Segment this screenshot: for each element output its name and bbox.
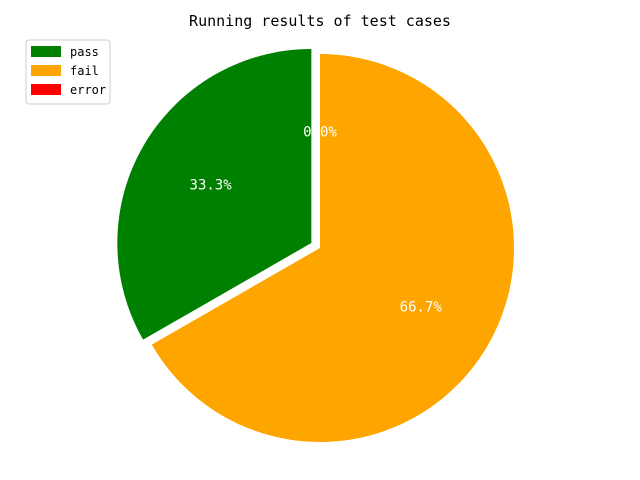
legend: pass fail error: [25, 39, 111, 105]
legend-label-error: error: [70, 83, 106, 97]
legend-label-fail: fail: [70, 64, 99, 78]
pie-slices: [117, 48, 515, 442]
percent-labels: 33.3% 66.7% 0.0%: [190, 125, 443, 316]
pie-slice-pass: [117, 48, 312, 340]
legend-swatch-pass: [31, 46, 61, 57]
legend-swatch-error: [31, 84, 61, 95]
percent-label-fail: 66.7%: [400, 299, 443, 315]
legend-swatch-fail: [31, 65, 61, 76]
pie-slice-fail: [151, 53, 515, 442]
legend-label-pass: pass: [70, 45, 99, 59]
percent-label-pass: 33.3%: [190, 178, 233, 194]
chart-title: Running results of test cases: [189, 12, 451, 30]
percent-label-error: 0.0%: [303, 125, 337, 141]
